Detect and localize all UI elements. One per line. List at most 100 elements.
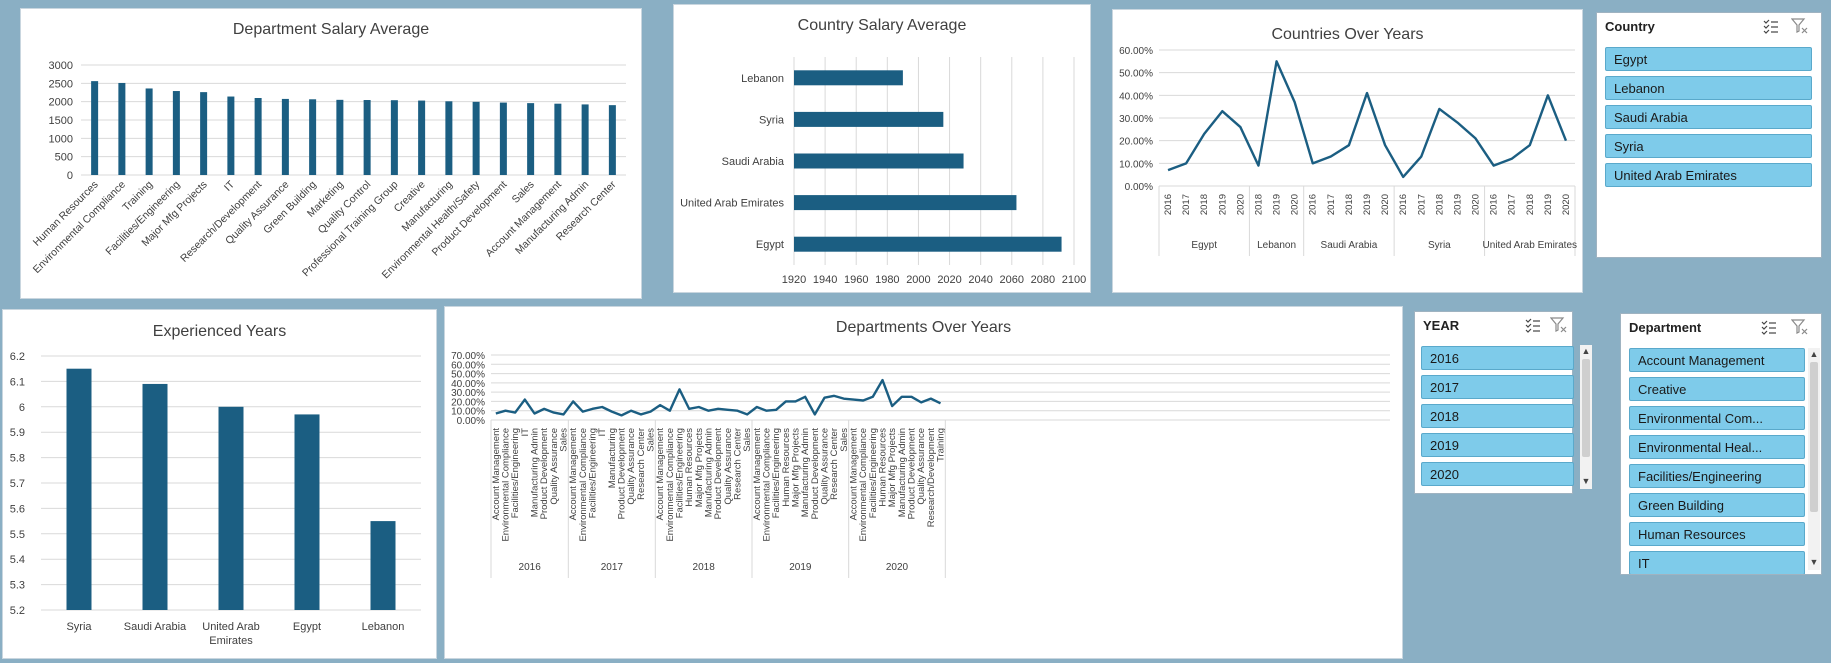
countries-years-chart[interactable]: Countries Over Years 0.00% 10.00% 20.00% 30… bbox=[1112, 9, 1583, 293]
slicer-item[interactable]: Egypt bbox=[1605, 47, 1812, 71]
slicer-item[interactable]: Lebanon bbox=[1605, 76, 1812, 100]
bar bbox=[309, 99, 317, 175]
x-tick-label: IT bbox=[597, 428, 608, 437]
bar bbox=[227, 96, 235, 175]
x-tick-label: Quality Assurance bbox=[723, 428, 734, 505]
x-tick-label: Human Resources bbox=[878, 428, 889, 507]
x-tick-label: 2016 bbox=[1163, 194, 1174, 215]
y-tick-label: 6.2 bbox=[10, 351, 25, 363]
x-tick-label: 2020 bbox=[1290, 194, 1301, 215]
chart-title: Countries Over Years bbox=[1271, 26, 1424, 43]
y-tick-label: Syria bbox=[759, 114, 785, 126]
dept-salary-chart[interactable]: Department Salary Average 0 500 1000 1500 20… bbox=[20, 8, 642, 299]
scroll-up-icon[interactable]: ▲ bbox=[1581, 346, 1591, 356]
slicer-item[interactable]: IT bbox=[1629, 551, 1805, 574]
scroll-up-icon[interactable]: ▲ bbox=[1809, 349, 1819, 359]
y-tick-label: 10.00% bbox=[1119, 159, 1153, 170]
slicer-item[interactable]: Environmental Com... bbox=[1629, 406, 1805, 430]
countries-years-plot: 0.00% 10.00% 20.00% 30.00% 40.00% 50.00% 60.00… bbox=[1119, 46, 1578, 256]
x-tick-label: 2017 bbox=[1326, 194, 1337, 215]
bar bbox=[281, 98, 289, 175]
bar bbox=[472, 101, 480, 175]
x-tick-label: Training bbox=[936, 428, 947, 462]
clear-filter-icon[interactable] bbox=[1790, 318, 1809, 336]
x-tick-label: 2018 bbox=[1344, 194, 1355, 215]
slicer-item[interactable]: Creative bbox=[1629, 377, 1805, 401]
experienced-years-chart[interactable]: Experienced Years 5.2 5.3 5.4 5.5 5.6 5.7 5.8 5… bbox=[2, 309, 437, 659]
x-tick-label: 2020 bbox=[937, 274, 961, 286]
y-tick-label: 500 bbox=[55, 152, 73, 164]
slicer-item[interactable]: Facilities/Engineering bbox=[1629, 464, 1805, 488]
x-tick-label: Facilities/Engineering bbox=[510, 428, 521, 518]
slicer-title: YEAR bbox=[1423, 318, 1460, 333]
slicer-item[interactable]: 2017 bbox=[1421, 375, 1574, 399]
slicer-item[interactable]: 2016 bbox=[1421, 346, 1574, 370]
slicer-item[interactable]: 2020 bbox=[1421, 462, 1574, 486]
slicer-item[interactable]: Environmental Heal... bbox=[1629, 435, 1805, 459]
x-tick-label: Environmental Compliance bbox=[762, 428, 773, 542]
x-tick-label: Manufacturing Admin bbox=[800, 428, 811, 517]
slicer-title: Country bbox=[1605, 19, 1655, 34]
country-salary-plot: 1920 1940 1960 1980 2000 2020 2040 2060 2080 2100… bbox=[680, 57, 1086, 286]
y-tick-label: 0 bbox=[67, 170, 73, 182]
scroll-down-icon[interactable]: ▼ bbox=[1581, 476, 1591, 486]
slicer-item[interactable]: Human Resources bbox=[1629, 522, 1805, 546]
group-label: 2020 bbox=[886, 562, 909, 573]
slicer-item[interactable]: Account Management bbox=[1629, 348, 1805, 372]
scrollbar[interactable]: ▲ ▼ bbox=[1580, 345, 1592, 489]
y-tick-label: 6.1 bbox=[10, 376, 25, 388]
slicer-item[interactable]: Syria bbox=[1605, 134, 1812, 158]
x-tick-label: Human Resources bbox=[684, 428, 695, 507]
y-tick-label: 40.00% bbox=[451, 379, 485, 390]
x-tick-label: Lebanon bbox=[362, 621, 405, 633]
x-tick-label: Account Management bbox=[752, 428, 763, 521]
group-label: United Arab Emirates bbox=[1483, 240, 1578, 251]
multiselect-icon[interactable] bbox=[1760, 318, 1778, 336]
y-tick-label: 50.00% bbox=[1119, 69, 1153, 80]
x-tick-label: 2017 bbox=[1507, 194, 1518, 215]
x-tick-label: Product Development bbox=[810, 428, 821, 520]
bar bbox=[418, 100, 426, 175]
x-tick-label: 2019 bbox=[1452, 194, 1463, 215]
x-tick-label: Major Mfg Projects bbox=[887, 428, 898, 507]
chart-title: Experienced Years bbox=[152, 323, 287, 340]
clear-filter-icon[interactable] bbox=[1790, 17, 1809, 35]
y-tick-label: 5.9 bbox=[10, 427, 25, 439]
scroll-down-icon[interactable]: ▼ bbox=[1809, 557, 1819, 567]
bar bbox=[554, 103, 562, 175]
slicer-item[interactable]: 2019 bbox=[1421, 433, 1574, 457]
y-tick-label: 30.00% bbox=[1119, 114, 1153, 125]
slicer-item[interactable]: United Arab Emirates bbox=[1605, 163, 1812, 187]
x-tick-label: Research Center bbox=[829, 428, 840, 500]
scrollbar[interactable]: ▲ ▼ bbox=[1808, 348, 1820, 570]
scroll-thumb[interactable] bbox=[1810, 362, 1818, 512]
y-tick-label: 2500 bbox=[49, 78, 73, 90]
y-tick-label: 0.00% bbox=[1125, 182, 1153, 193]
group-label: 2019 bbox=[789, 562, 812, 573]
x-tick-label: Quality Assurance bbox=[549, 428, 560, 505]
group-label: Lebanon bbox=[1257, 240, 1296, 251]
bar bbox=[363, 100, 371, 175]
clear-filter-icon[interactable] bbox=[1549, 316, 1568, 334]
x-tick-label: 2019 bbox=[1272, 194, 1283, 215]
slicer-header: Country bbox=[1597, 13, 1821, 39]
dept-years-chart[interactable]: Departments Over Years 0.00% 10.00% 20.00%… bbox=[444, 306, 1403, 659]
slicer-item[interactable]: 2018 bbox=[1421, 404, 1574, 428]
multiselect-icon[interactable] bbox=[1524, 316, 1542, 334]
scroll-thumb[interactable] bbox=[1582, 359, 1590, 457]
x-tick-label: IT bbox=[520, 428, 531, 437]
y-tick-label: 1000 bbox=[49, 133, 73, 145]
country-salary-chart[interactable]: Country Salary Average 1920 1940 1960 1980 2… bbox=[673, 4, 1091, 293]
multiselect-icon[interactable] bbox=[1762, 17, 1780, 35]
bar bbox=[581, 104, 589, 175]
slicer-item[interactable]: Green Building bbox=[1629, 493, 1805, 517]
x-tick-label: Environmental Compliance bbox=[858, 428, 869, 542]
x-tick-label: 1920 bbox=[782, 274, 806, 286]
group-label: Syria bbox=[1428, 240, 1451, 251]
slicer-item[interactable]: Saudi Arabia bbox=[1605, 105, 1812, 129]
slicer-title: Department bbox=[1629, 320, 1702, 335]
x-tick-label: Manufacturing Admin bbox=[530, 428, 541, 517]
bar bbox=[66, 368, 92, 610]
x-tick-label: Sales bbox=[839, 428, 850, 452]
